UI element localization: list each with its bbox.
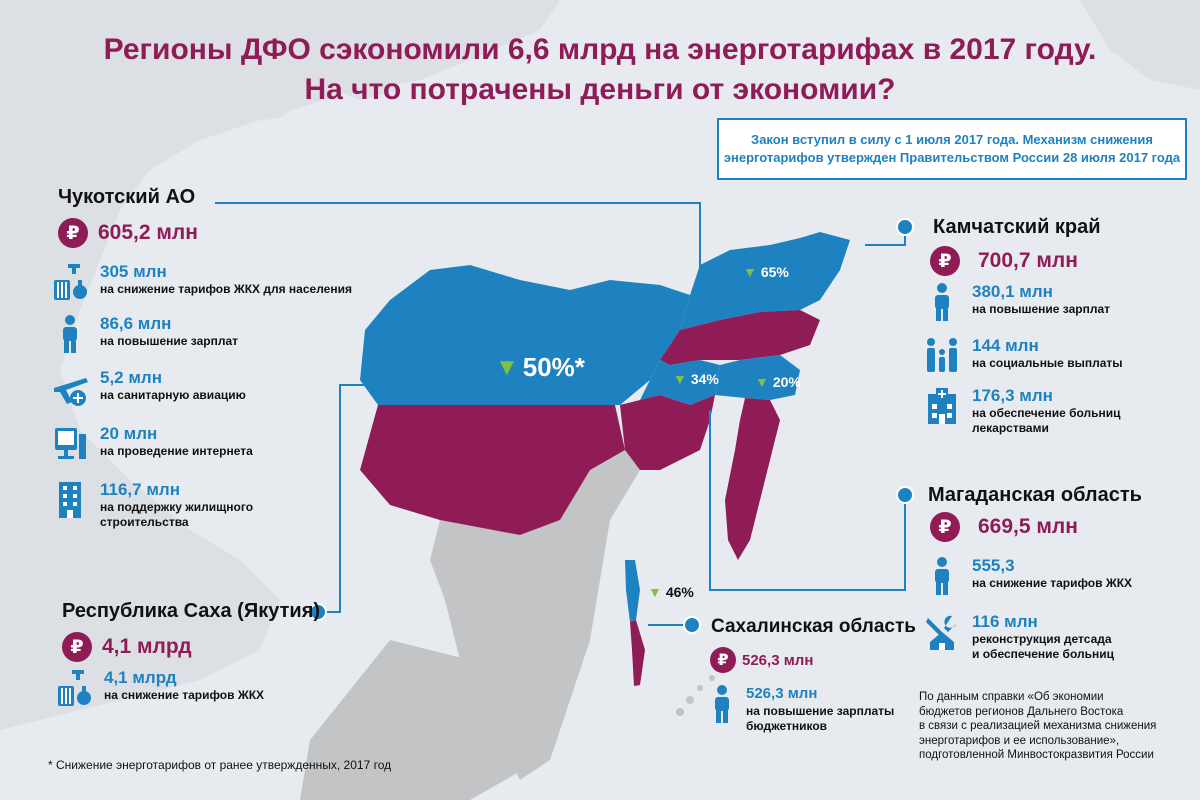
leader-dots — [309, 218, 914, 634]
sakhalin-south — [630, 620, 645, 686]
khabarovsk-north — [620, 395, 715, 470]
chukotka-total: ₽ 605,2 млн — [58, 218, 198, 248]
computer-icon — [55, 428, 86, 459]
person-icon — [935, 283, 949, 321]
down-arrow-icon: ▼ — [755, 374, 769, 390]
chukotka-item: 5,2 млн на санитарную авиацию — [52, 368, 246, 408]
ruble-icon: ₽ — [930, 512, 960, 542]
down-arrow-icon: ▼ — [648, 584, 662, 600]
kamchatka-item: 380,1 млн на повышение зарплат — [924, 282, 1110, 322]
title-line-2: На что потрачены деньги от экономии? — [304, 73, 896, 106]
utilities-icon — [57, 669, 92, 707]
sakha-total: ₽ 4,1 млрд — [62, 632, 192, 662]
sakha-pct-label: ▼ 50%* — [495, 352, 585, 382]
hospital-icon — [928, 388, 956, 424]
person-icon — [715, 685, 729, 723]
magadan-title: Магаданская область — [928, 484, 1142, 506]
medical-plane-icon — [54, 378, 88, 406]
magadan-item: 555,3 на снижение тарифов ЖКХ — [924, 556, 1132, 596]
chukotka-item: 116,7 млн на поддержку жилищного строитель… — [52, 480, 253, 530]
law-note-line-1: Закон вступил в силу с 1 июля 2017 года.… — [751, 132, 1153, 147]
ruble-icon: ₽ — [58, 218, 88, 248]
magadan — [640, 360, 720, 405]
chukotka-item: 305 млн на снижение тарифов ЖКХ для насел… — [52, 262, 352, 302]
source-note: По данным справки «Об экономии бюджетов … — [919, 691, 1157, 761]
kamchatka-total: ₽ 700,7 млн — [930, 246, 1078, 276]
magadan-pct-label: ▼ 34% — [673, 371, 719, 387]
sakha-south — [360, 405, 625, 535]
down-arrow-icon: ▼ — [673, 371, 687, 387]
sakhalin-title: Сахалинская область — [711, 616, 916, 637]
sakhalin-north — [625, 560, 640, 622]
chukotka — [680, 232, 850, 330]
kamchatka-item: 144 млн на социальные выплаты — [924, 336, 1123, 376]
kamchatka-title: Камчатский край — [933, 216, 1101, 238]
magadan-total: ₽ 669,5 млн — [930, 512, 1078, 542]
repair-icon — [926, 615, 956, 650]
sakhalin-total: ₽ 526,3 млн — [710, 647, 813, 673]
kamchatka-item: 176,3 млн на обеспечение больниц лекарства… — [924, 386, 1121, 436]
kamchatka-peninsula — [725, 398, 780, 560]
sakhalin-pct-label: ▼ 46% — [648, 584, 694, 600]
down-arrow-icon: ▼ — [743, 264, 757, 280]
kamchatka-pct-label: ▼ 20% — [755, 374, 801, 390]
ruble-icon: ₽ — [710, 647, 736, 673]
person-icon — [935, 557, 949, 595]
ruble-icon: ₽ — [62, 632, 92, 662]
family-icon — [927, 338, 957, 372]
law-note-box: Закон вступил в силу с 1 июля 2017 года.… — [717, 118, 1187, 180]
alaska-land — [1080, 0, 1200, 90]
building-icon — [59, 482, 81, 518]
chukotka-item: 86,6 млн на повышение зарплат — [52, 314, 238, 354]
footnote: * Снижение энерготарифов от ранее утверж… — [48, 758, 392, 772]
leader-lines — [215, 202, 906, 626]
utilities-icon — [53, 263, 88, 301]
chukotka-item: 20 млн на проведение интернета — [52, 424, 253, 464]
russia-land — [0, 0, 560, 730]
sakha-item: 4,1 млрд на снижение тарифов ЖКХ — [56, 668, 264, 708]
sakhalin-item: 526,3 млн на повышение зарплаты бюджетнико… — [704, 684, 894, 734]
title-line-1: Регионы ДФО сэкономили 6,6 млрд на энерг… — [103, 33, 1097, 66]
ruble-icon: ₽ — [930, 246, 960, 276]
sakha-title: Республика Саха (Якутия) — [62, 600, 321, 622]
arctic-islands — [205, 78, 400, 124]
page-title: Регионы ДФО сэкономили 6,6 млрд на энерг… — [0, 30, 1200, 110]
chukotka-pct-label: ▼ 65% — [743, 264, 789, 280]
sakha-north — [360, 265, 690, 405]
kamchatka-north — [660, 310, 820, 365]
down-arrow-icon: ▼ — [495, 353, 519, 381]
kamchatka-mid — [715, 355, 800, 400]
khabarovsk-primorye — [430, 440, 640, 780]
magadan-item: 116 млн реконструкция детсада и обеспечени… — [924, 612, 1114, 662]
person-icon — [63, 315, 77, 353]
law-note-line-2: энерготарифов утвержден Правительством Р… — [723, 150, 1181, 165]
chukotka-title: Чукотский АО — [58, 186, 196, 208]
